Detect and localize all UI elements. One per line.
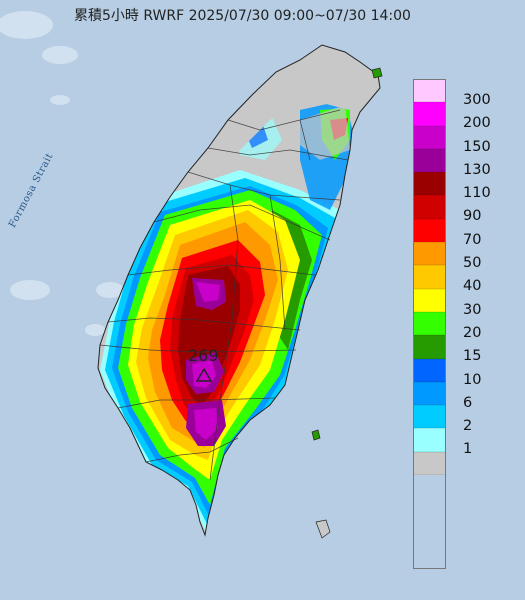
legend-label: 200 [463, 115, 491, 132]
legend-label: 30 [463, 301, 482, 318]
legend-row: 2 [413, 405, 519, 434]
taiwan-coastline [97, 44, 381, 537]
legend-swatch [413, 311, 446, 336]
legend-label: 90 [463, 208, 482, 225]
peak-marker-icon [196, 368, 212, 382]
legend-swatch [413, 335, 446, 359]
legend-row: 110 [413, 172, 519, 201]
legend-label: 40 [463, 278, 482, 295]
legend-row: 130 [413, 148, 519, 178]
legend-row [413, 451, 519, 476]
legend-label: 130 [463, 161, 491, 178]
legend-label: 1 [463, 441, 473, 458]
legend-swatch [413, 218, 446, 243]
legend-row: 20 [413, 311, 519, 341]
legend-row: 150 [413, 125, 519, 155]
legend-row: 50 [413, 242, 519, 271]
legend-label: 2 [463, 418, 473, 435]
legend-swatch [413, 172, 446, 196]
legend-label: 150 [463, 138, 491, 155]
legend-swatch [413, 381, 446, 406]
legend-label: 50 [463, 255, 482, 272]
rainfall-legend: 300 200 150 130 110 90 70 50 40 30 20 15 10 6 2 1 [413, 79, 519, 476]
legend-label: 300 [463, 92, 491, 108]
county-boundaries [99, 109, 349, 481]
legend-swatch [413, 79, 446, 103]
legend-swatch [413, 451, 446, 476]
legend-row: 1 [413, 428, 519, 457]
legend-label: 10 [463, 371, 482, 388]
legend-row: 40 [413, 265, 519, 294]
legend-row: 90 [413, 195, 519, 224]
legend-swatch [413, 405, 446, 429]
peak-rainfall-value: 269 [188, 346, 219, 365]
legend-label: 15 [463, 348, 482, 365]
legend-swatch [413, 265, 446, 289]
legend-swatch [413, 125, 446, 149]
legend-swatch [413, 242, 446, 266]
offshore-islands [311, 67, 383, 539]
legend-row: 10 [413, 358, 519, 388]
legend-row: 6 [413, 381, 519, 411]
legend-label: 6 [463, 394, 473, 411]
legend-swatch [413, 288, 446, 312]
legend-label: 70 [463, 231, 482, 248]
legend-swatch [413, 102, 446, 126]
legend-row: 70 [413, 218, 519, 248]
legend-swatch [413, 195, 446, 219]
legend-swatch [413, 358, 446, 382]
legend-row: 30 [413, 288, 519, 318]
legend-row: 300 [413, 79, 519, 108]
legend-label: 20 [463, 324, 482, 341]
legend-swatch [413, 148, 446, 173]
legend-swatch [413, 428, 446, 452]
legend-row: 200 [413, 102, 519, 131]
map-title: 累積5小時 RWRF 2025/07/30 09:00~07/30 14:00 [74, 8, 411, 24]
legend-row: 15 [413, 335, 519, 364]
sea-cloud-patches [0, 11, 124, 336]
legend-label: 110 [463, 185, 491, 202]
